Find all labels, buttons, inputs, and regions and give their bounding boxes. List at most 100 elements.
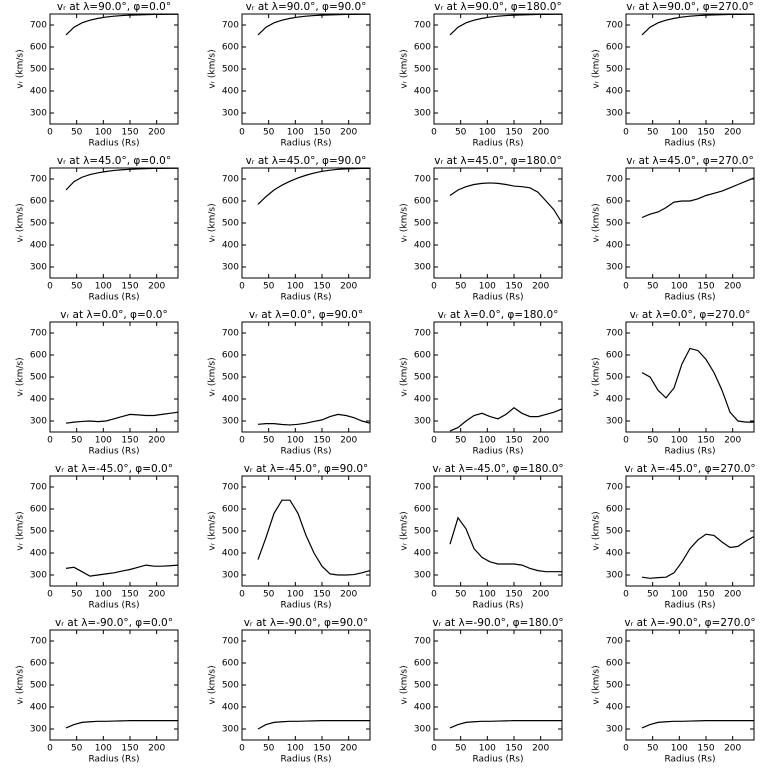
y-tick-label: 300 [414,263,431,273]
y-tick-label: 600 [606,659,623,669]
x-tick-label: 50 [71,282,83,292]
x-tick-label: 100 [671,282,688,292]
y-tick-label: 500 [606,527,623,537]
y-axis-label: vᵣ (km/s) [208,203,218,242]
chart-title: vᵣ at λ=90.0°, φ=0.0° [57,1,171,13]
x-tick-label: 0 [239,282,245,292]
y-tick-label: 600 [606,351,623,361]
y-tick-label: 600 [222,351,239,361]
x-axis-label: Radius (Rs) [88,293,139,303]
plot-frame [241,629,371,741]
y-tick-label: 500 [414,681,431,691]
y-axis-label: vᵣ (km/s) [592,203,602,242]
x-tick-label: 100 [671,590,688,600]
x-axis-label: Radius (Rs) [88,139,139,149]
y-tick-label: 700 [222,21,239,31]
x-tick-label: 150 [505,590,522,600]
y-tick-label: 400 [222,87,239,97]
x-tick-label: 150 [505,282,522,292]
x-tick-label: 50 [455,590,467,600]
x-tick-label: 100 [479,436,496,446]
x-tick-label: 50 [455,128,467,138]
x-tick-label: 200 [148,590,165,600]
plot-frame [625,167,755,279]
x-tick-label: 100 [287,436,304,446]
chart-title: vᵣ at λ=45.0°, φ=270.0° [626,155,754,167]
y-tick-label: 600 [606,43,623,53]
plot-frame [241,475,371,587]
y-tick-label: 700 [414,175,431,185]
chart-title: vᵣ at λ=45.0°, φ=90.0° [246,155,367,167]
y-tick-label: 500 [30,527,47,537]
x-tick-label: 50 [647,282,659,292]
x-tick-label: 0 [431,282,437,292]
plot-frame [625,629,755,741]
y-tick-label: 700 [30,637,47,647]
data-line [65,720,178,729]
x-tick-label: 0 [47,436,53,446]
x-tick-label: 150 [697,128,714,138]
y-tick-label: 700 [414,483,431,493]
x-tick-label: 0 [431,436,437,446]
chart-title: vᵣ at λ=0.0°, φ=90.0° [249,309,363,321]
x-tick-label: 0 [47,744,53,754]
plot-frame [433,629,563,741]
y-tick-label: 300 [606,417,623,427]
y-tick-label: 400 [30,241,47,251]
x-tick-label: 50 [647,744,659,754]
data-line [257,167,370,205]
chart-title: vᵣ at λ=-45.0°, φ=90.0° [244,463,369,475]
x-tick-label: 0 [623,590,629,600]
y-tick-label: 700 [222,329,239,339]
x-tick-label: 150 [313,436,330,446]
x-tick-label: 100 [287,282,304,292]
x-tick-label: 200 [148,282,165,292]
plot-frame [433,475,563,587]
plot-frame [49,13,179,125]
x-tick-label: 0 [239,128,245,138]
y-axis-label: vᵣ (km/s) [592,665,602,704]
y-tick-label: 600 [222,659,239,669]
y-tick-label: 600 [30,505,47,515]
x-tick-label: 50 [455,282,467,292]
x-tick-label: 150 [121,128,138,138]
y-tick-label: 300 [606,263,623,273]
y-tick-label: 300 [414,417,431,427]
x-tick-label: 200 [724,590,741,600]
chart-title: vᵣ at λ=45.0°, φ=0.0° [57,155,171,167]
data-line [449,516,562,573]
x-tick-label: 150 [505,744,522,754]
x-axis-label: Radius (Rs) [280,293,331,303]
y-tick-label: 400 [414,549,431,559]
y-tick-label: 500 [606,65,623,75]
y-tick-label: 400 [606,395,623,405]
x-tick-label: 150 [697,436,714,446]
x-tick-label: 200 [148,744,165,754]
y-tick-label: 300 [414,725,431,735]
y-tick-label: 500 [414,219,431,229]
x-tick-label: 150 [505,436,522,446]
x-axis-label: Radius (Rs) [664,139,715,149]
x-axis-label: Radius (Rs) [88,755,139,765]
x-tick-label: 100 [671,744,688,754]
y-tick-label: 500 [222,527,239,537]
y-tick-label: 500 [414,65,431,75]
x-tick-label: 50 [263,590,275,600]
plot-frame [433,13,563,125]
x-tick-label: 150 [121,282,138,292]
y-axis-label: vᵣ (km/s) [208,511,218,550]
y-tick-label: 600 [414,43,431,53]
y-axis-label: vᵣ (km/s) [16,357,26,396]
y-tick-label: 400 [414,395,431,405]
y-tick-label: 600 [414,351,431,361]
y-tick-label: 500 [30,65,47,75]
x-tick-label: 100 [95,436,112,446]
data-line [641,13,754,36]
x-tick-label: 150 [121,744,138,754]
y-tick-label: 700 [414,21,431,31]
y-tick-label: 600 [222,505,239,515]
x-tick-label: 100 [287,590,304,600]
chart-title: vᵣ at λ=90.0°, φ=180.0° [434,1,562,13]
y-tick-label: 600 [222,43,239,53]
